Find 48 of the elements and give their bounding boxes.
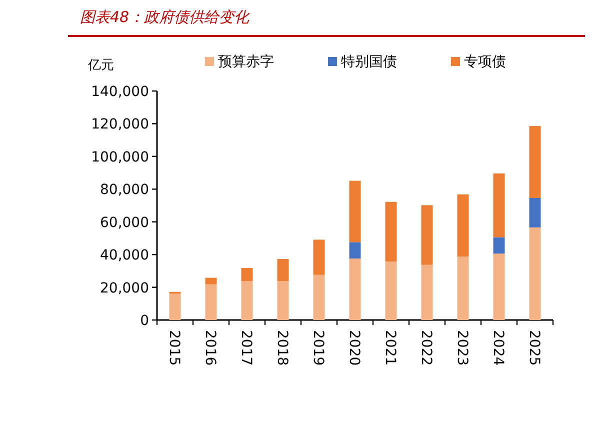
x-tick-label: 2023 bbox=[454, 330, 470, 366]
x-tick-label: 2025 bbox=[526, 330, 542, 366]
bar bbox=[421, 205, 433, 265]
y-tick-label: 80,000 bbox=[100, 182, 149, 198]
y-tick-label: 20,000 bbox=[100, 280, 149, 296]
y-axis-title: 亿元 bbox=[87, 58, 114, 73]
bar bbox=[349, 180, 361, 242]
y-tick-label: 60,000 bbox=[100, 214, 149, 231]
bar bbox=[349, 242, 361, 258]
x-tick-label: 2024 bbox=[490, 330, 506, 366]
bar bbox=[529, 126, 541, 198]
y-tick-label: 40,000 bbox=[100, 248, 149, 264]
x-tick-label: 2016 bbox=[202, 330, 218, 366]
bar bbox=[349, 258, 361, 320]
bar bbox=[241, 281, 253, 320]
bar bbox=[313, 240, 325, 275]
x-tick-label: 2022 bbox=[418, 330, 434, 366]
bar bbox=[313, 274, 325, 320]
bar bbox=[205, 284, 217, 320]
bar bbox=[529, 227, 541, 320]
bar bbox=[421, 264, 433, 320]
bar bbox=[241, 268, 253, 282]
bar bbox=[493, 254, 505, 320]
chart-title: 图表48：政府债供给变化 bbox=[80, 8, 250, 26]
x-tick-label: 2018 bbox=[274, 330, 290, 366]
bar bbox=[457, 194, 469, 257]
x-tick-label: 2017 bbox=[238, 330, 254, 366]
bar bbox=[277, 281, 289, 320]
y-tick-label: 140,000 bbox=[91, 84, 149, 100]
bar bbox=[529, 198, 541, 228]
bar bbox=[493, 237, 505, 254]
bar bbox=[169, 294, 181, 320]
bar bbox=[277, 258, 289, 282]
legend-label: 特别国债 bbox=[341, 54, 397, 70]
bar bbox=[457, 256, 469, 320]
x-tick-label: 2021 bbox=[382, 330, 398, 366]
x-tick-label: 2015 bbox=[166, 330, 182, 366]
bar bbox=[385, 262, 397, 320]
legend-label: 预算赤字 bbox=[218, 54, 274, 70]
y-tick-label: 0 bbox=[140, 313, 149, 329]
bar bbox=[205, 278, 217, 284]
bar bbox=[385, 202, 397, 262]
bar bbox=[493, 173, 505, 238]
legend-label: 专项债 bbox=[464, 54, 506, 70]
x-tick-label: 2020 bbox=[346, 330, 362, 366]
y-tick-label: 100,000 bbox=[91, 149, 149, 166]
y-tick-label: 120,000 bbox=[91, 116, 149, 133]
x-tick-label: 2019 bbox=[310, 330, 326, 366]
